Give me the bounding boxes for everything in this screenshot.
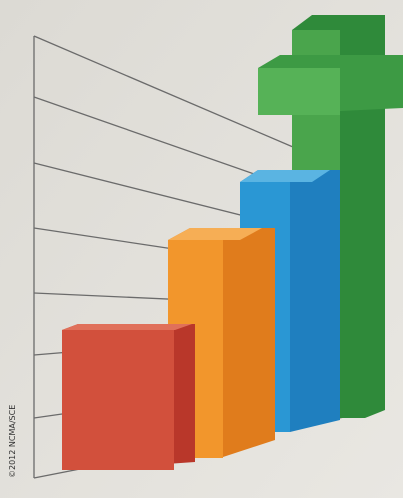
page: ©2012 NCMA/SCE (() => { const data = JSO… [0, 0, 403, 498]
credit: ©2012 NCMA/SCE [8, 405, 17, 478]
bar-top [62, 324, 192, 330]
bar-crossbar-front [258, 68, 340, 115]
bar-front [62, 330, 174, 470]
red-bar [62, 324, 195, 470]
illustration: ©2012 NCMA/SCE [0, 0, 403, 498]
